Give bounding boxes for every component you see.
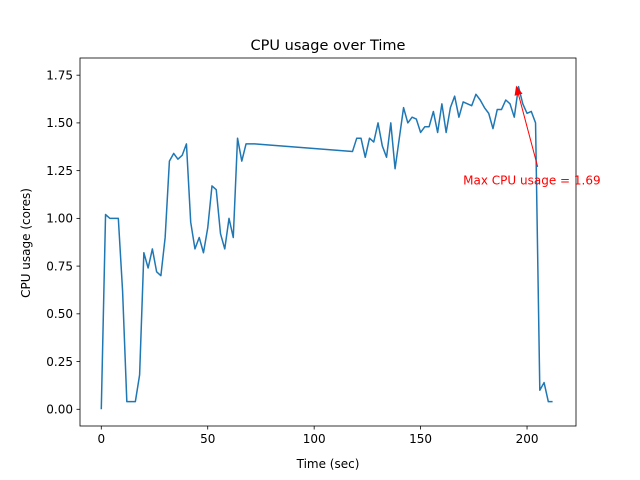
annotation-arrowhead bbox=[514, 85, 523, 96]
y-tick-label: 0.25 bbox=[46, 355, 73, 369]
y-tick-label: 1.75 bbox=[46, 68, 73, 82]
y-tick-label: 0.50 bbox=[46, 307, 73, 321]
y-axis-label: CPU usage (cores) bbox=[19, 188, 33, 298]
y-tick-label: 0.00 bbox=[46, 403, 73, 417]
x-axis-label: Time (sec) bbox=[296, 457, 360, 471]
x-tick-label: 150 bbox=[409, 432, 432, 446]
annotation-label: Max CPU usage = 1.69 bbox=[463, 174, 600, 188]
plot-frame bbox=[79, 57, 577, 427]
cpu-usage-line bbox=[100, 85, 553, 410]
y-tick-label: 1.25 bbox=[46, 164, 73, 178]
chart-title: CPU usage over Time bbox=[251, 38, 406, 54]
plot-area: 0 50 100 150 200 0.00 0.25 0.50 0.75 1.00 1.25 1.50… bbox=[46, 57, 601, 446]
y-tick-label: 1.50 bbox=[46, 116, 73, 130]
x-tick-label: 0 bbox=[97, 432, 105, 446]
annotation-arrow-line bbox=[515, 86, 539, 167]
x-tick-label: 100 bbox=[303, 432, 326, 446]
x-tick-label: 200 bbox=[516, 432, 539, 446]
y-tick-label: 0.75 bbox=[46, 259, 73, 273]
x-tick-label: 50 bbox=[200, 432, 215, 446]
y-tick-label: 1.00 bbox=[46, 212, 73, 226]
